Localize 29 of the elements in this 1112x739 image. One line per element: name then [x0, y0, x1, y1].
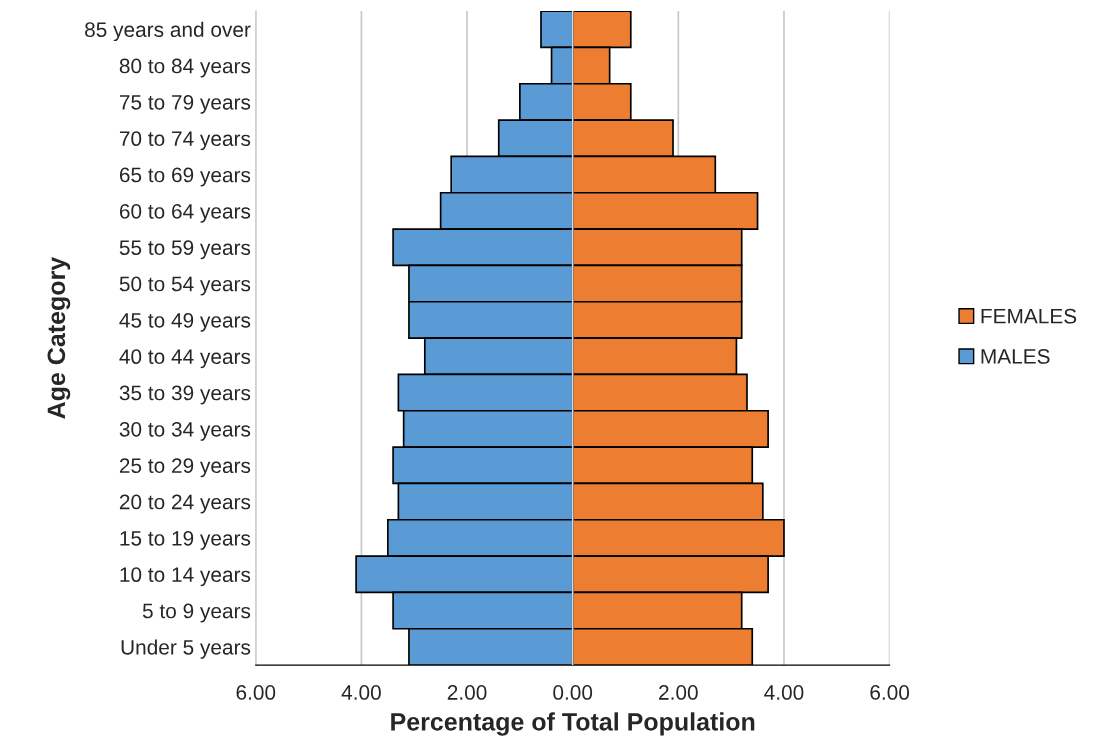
y-tick-label: 25 to 29 years: [119, 458, 251, 478]
x-axis-title: Percentage of Total Population: [391, 712, 755, 736]
legend-label: MALES: [981, 349, 1050, 364]
y-tick-label: 15 to 19 years: [120, 530, 251, 550]
y-tick-label: 75 to 79 years: [119, 94, 251, 114]
y-tick-label: 20 to 24 years: [119, 494, 251, 514]
y-tick-label: 10 to 14 years: [120, 567, 251, 587]
y-tick-label: 45 to 49 years: [119, 312, 251, 332]
y-tick-label: Under 5 years: [121, 639, 251, 659]
y-tick-label: 85 years and over: [85, 21, 251, 42]
y-tick-label: 35 to 39 years: [119, 385, 251, 405]
y-tick-label: 60 to 64 years: [119, 203, 251, 223]
y-tick-label: 30 to 34 years: [119, 421, 251, 441]
y-axis-title: Age Category: [47, 256, 71, 419]
x-tick-label: 2.00: [659, 685, 698, 700]
y-tick-label: 80 to 84 years: [119, 58, 251, 78]
y-tick-label: 70 to 74 years: [119, 131, 251, 151]
x-tick-label: 4.00: [341, 685, 381, 700]
y-tick-label: 65 to 69 years: [119, 167, 251, 187]
y-tick-label: 55 to 59 years: [119, 240, 251, 260]
legend-label: FEMALES: [981, 308, 1077, 324]
x-tick-label: 6.00: [236, 685, 276, 700]
x-tick-label: 4.00: [764, 685, 804, 700]
x-tick-label: 0.00: [553, 685, 593, 700]
x-tick-label: 2.00: [447, 685, 487, 700]
y-tick-label: 40 to 44 years: [119, 349, 251, 369]
y-tick-label: 5 to 9 years: [142, 603, 251, 623]
x-tick-label: 6.00: [870, 685, 910, 700]
y-tick-label: 50 to 54 years: [119, 276, 251, 296]
